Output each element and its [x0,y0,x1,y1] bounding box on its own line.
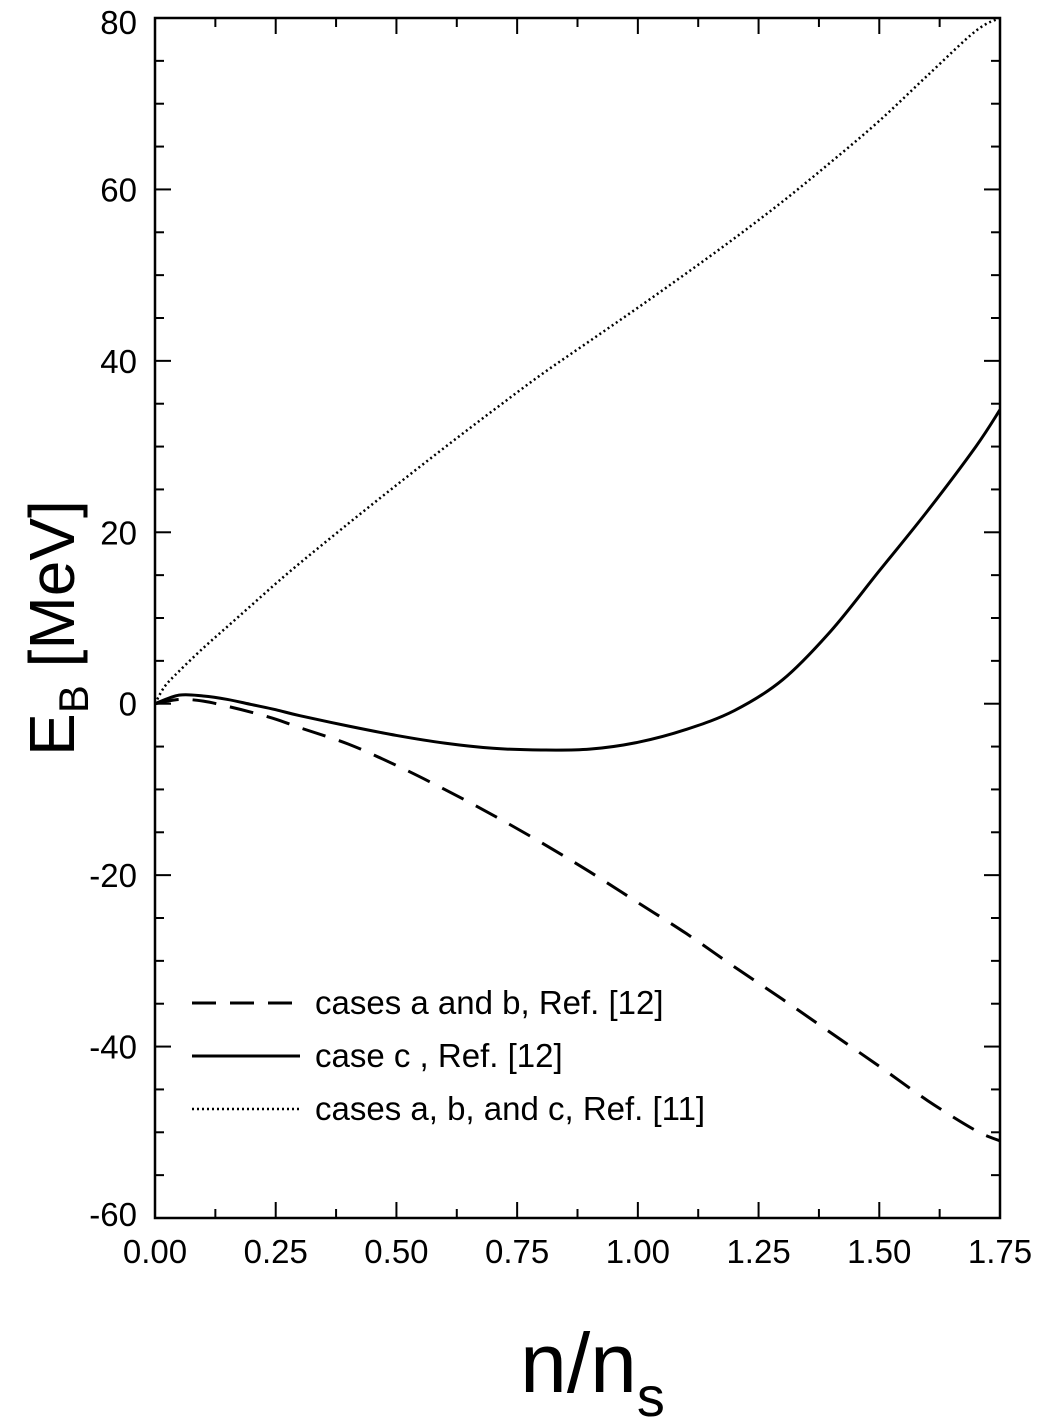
series-line-2 [155,408,1000,752]
y-tick-label: 60 [100,171,137,208]
legend: cases a and b, Ref. [12] case c , Ref. [1… [192,984,705,1127]
x-tick-label: 0.75 [485,1233,549,1270]
y-tick-label: -60 [89,1196,137,1233]
y-tick-label: 0 [119,686,137,723]
series-line-1 [155,697,1000,1143]
x-tick-label: 1.50 [847,1233,911,1270]
x-axis-title: n/ns [520,1316,665,1427]
x-tick-label: 1.75 [968,1233,1032,1270]
x-axis-title-main: n/n [520,1316,637,1410]
plot-frame [153,16,1002,1220]
y-tick-label: -20 [89,857,137,894]
y-tick-label: 20 [100,514,137,551]
tick-marks [154,17,1001,1219]
plot-series [155,18,1000,1143]
y-tick-label: -40 [89,1029,137,1066]
y-axis-title-main: E [16,713,88,756]
y-tick-label: 80 [100,4,137,41]
legend-label-1: cases a and b, Ref. [12] [315,984,664,1021]
x-tick-label: 1.00 [606,1233,670,1270]
x-tick-label: 0.50 [364,1233,428,1270]
x-tick-label: 0.00 [123,1233,187,1270]
y-tick-label: 40 [100,343,137,380]
y-axis-title: EB [MeV] [16,500,97,756]
x-tick-labels: 0.00 0.25 0.50 0.75 1.00 1.25 1.50 1.75 [123,1233,1032,1270]
x-axis-title-subscript: s [637,1365,665,1427]
legend-label-2: case c , Ref. [12] [315,1037,563,1074]
y-tick-labels: -60 -40 -20 0 20 40 60 80 [89,4,137,1233]
legend-label-3: cases a, b, and c, Ref. [11] [315,1090,705,1127]
y-axis-title-subscript: B [50,685,97,713]
series-line-3 [155,18,1000,705]
x-tick-label: 0.25 [244,1233,308,1270]
y-axis-title-unit: [MeV] [16,500,88,685]
x-tick-label: 1.25 [726,1233,790,1270]
